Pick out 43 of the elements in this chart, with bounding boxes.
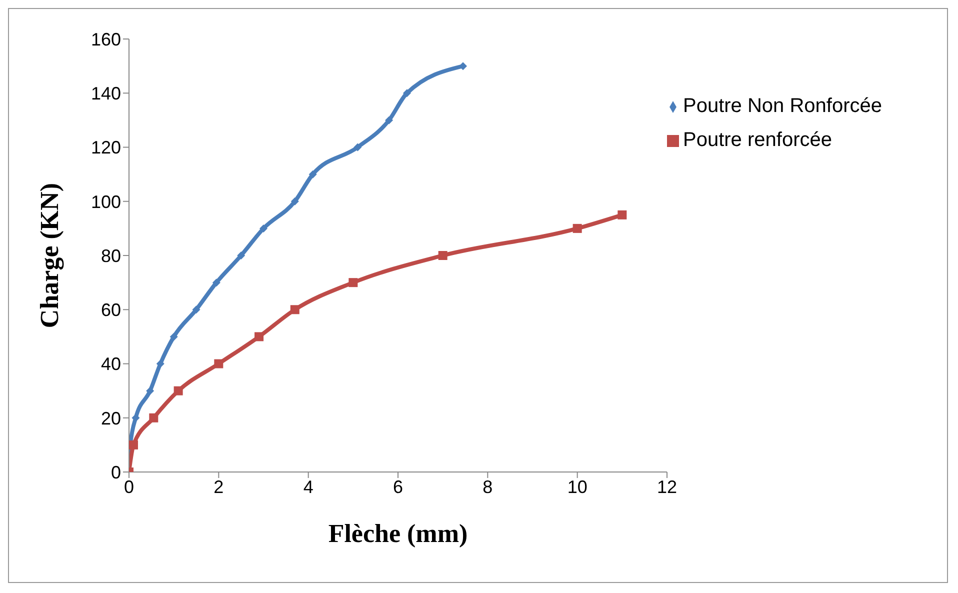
x-tick-label: 6 [392,476,404,497]
point [618,210,627,220]
point [354,143,362,152]
point [402,89,411,98]
point [156,360,164,368]
point [146,386,154,395]
y-tick-label: 40 [100,354,121,374]
point [348,278,358,288]
y-axis-title: Charge (KN) [35,182,64,328]
point [214,359,224,368]
x-tick-label: 12 [656,476,678,497]
x-tick-label: 2 [214,476,224,497]
point [438,251,448,260]
x-tick-label: 4 [303,476,314,497]
point [459,62,468,70]
x-tick-label: 0 [124,476,134,497]
x-tick-label: 10 [567,476,588,497]
legend-label: Poutre renforcée [683,129,832,151]
point [129,440,138,450]
y-tick-label: 100 [90,192,121,212]
x-axis-title: Flèche (mm) [328,519,468,548]
point [308,170,317,178]
y-tick-label: 60 [100,300,121,320]
y-tick-label: 120 [90,138,121,158]
point [192,306,200,314]
legend-label: Poutre Non Ronforcée [683,95,882,117]
y-tick-label: 160 [90,29,121,50]
y-tick-label: 0 [110,462,121,482]
point [149,413,158,422]
x-tick-label: 8 [482,476,493,497]
point [237,252,246,260]
point [254,332,264,342]
y-tick-label: 80 [100,246,121,266]
y-tick-label: 20 [100,408,121,428]
point [260,224,268,232]
y-tick-label: 140 [90,84,121,104]
point [572,224,582,233]
point [170,332,178,341]
point [290,197,299,206]
point [385,116,394,124]
point [290,305,300,314]
point [174,386,183,396]
point [212,278,220,287]
